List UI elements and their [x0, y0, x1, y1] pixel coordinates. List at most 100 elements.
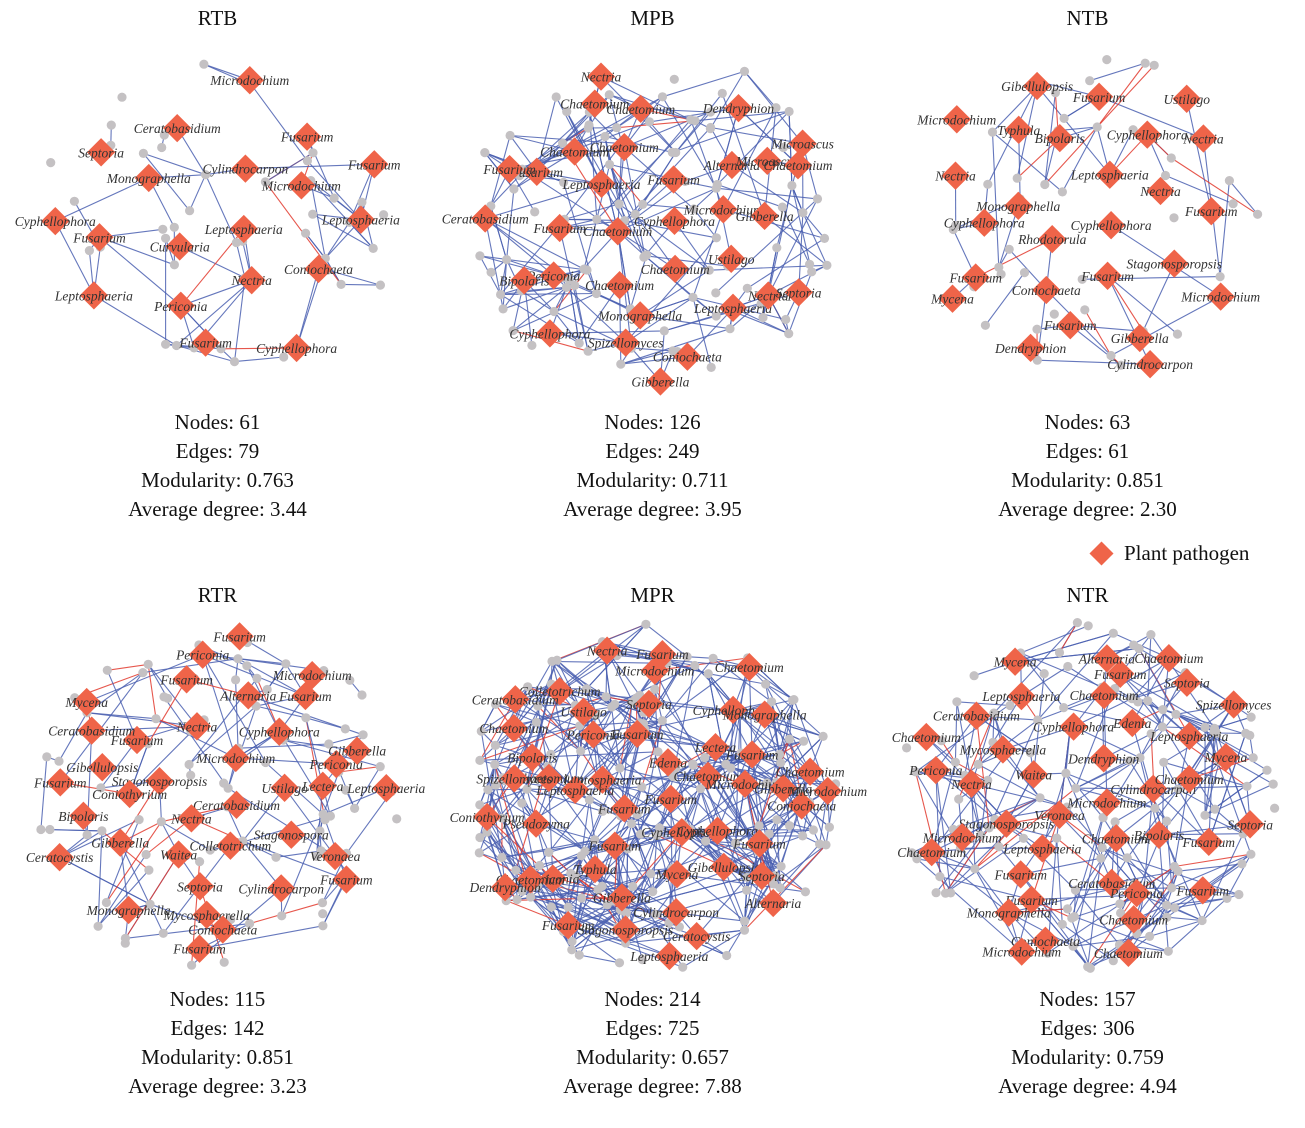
genus-label: Mycosphaerella — [162, 908, 250, 923]
genus-label: Chaetomium — [1094, 946, 1163, 961]
taxon-node — [564, 903, 573, 912]
taxon-node — [318, 921, 327, 930]
taxon-node — [1032, 325, 1041, 334]
genus-label: Coniochaeta — [1012, 283, 1081, 298]
nodes-stat: Nodes: 157 — [870, 985, 1305, 1014]
taxon-node — [1270, 804, 1279, 813]
pathogen-node: Edenia — [1112, 709, 1151, 737]
taxon-node — [1141, 59, 1150, 68]
genus-label: Bipolaris — [507, 750, 557, 765]
genus-label: Microdochium — [272, 668, 352, 683]
taxon-node — [1241, 729, 1250, 738]
taxon-node — [1013, 174, 1022, 183]
taxon-node — [301, 229, 310, 238]
taxon-node — [509, 184, 518, 193]
genus-label: Cyphellophora — [1033, 720, 1114, 735]
pathogen-node: Mycena — [930, 285, 974, 313]
genus-label: Bipolaris — [58, 809, 108, 824]
genus-label: Leptosphaeria — [321, 213, 400, 228]
genus-label: Ceratocystis — [26, 850, 94, 865]
network-stats: Nodes: 126 Edges: 249 Modularity: 0.711 … — [435, 408, 870, 524]
taxon-node — [1058, 920, 1067, 929]
taxon-node — [487, 268, 496, 277]
genus-label: Fusarium — [1093, 667, 1147, 682]
network-stats: Nodes: 115 Edges: 142 Modularity: 0.851 … — [0, 985, 435, 1101]
genus-label: Cyphellophora — [509, 326, 590, 341]
genus-label: Fusarium — [588, 839, 642, 854]
genus-label: Chaetomium — [715, 660, 784, 675]
taxon-node — [805, 260, 814, 269]
genus-label: Coniothyrium — [450, 810, 525, 825]
genus-label: Mycena — [1204, 750, 1248, 765]
taxon-node — [658, 716, 667, 725]
genus-label: Gibberella — [593, 890, 651, 905]
avg-degree-stat: Average degree: 3.23 — [0, 1072, 435, 1101]
panel-title: MPR — [435, 583, 870, 608]
taxon-node — [809, 825, 818, 834]
pathogen-node: Ceratocystis — [26, 843, 94, 871]
pathogen-node: Leptosphaeria — [1070, 161, 1149, 189]
taxon-node — [85, 246, 94, 255]
pathogen-node: Fusarium — [280, 123, 334, 151]
taxon-node — [157, 817, 166, 826]
genus-label: Cyphellophora — [239, 725, 320, 740]
genus-label: Typhula — [997, 123, 1040, 138]
negative-edge — [976, 716, 989, 828]
genus-label: Nectria — [586, 644, 628, 659]
genus-label: Microdochium — [261, 178, 341, 193]
positive-edge — [341, 284, 380, 285]
taxon-node — [357, 690, 366, 699]
genus-label: Ceratobasidium — [472, 692, 559, 707]
taxon-node — [1096, 854, 1105, 863]
positive-edge — [516, 856, 582, 871]
taxon-node — [1129, 641, 1138, 650]
taxon-node — [318, 898, 327, 907]
taxon-node — [121, 934, 130, 943]
genus-label: Monographella — [86, 903, 171, 918]
taxon-node — [496, 290, 505, 299]
genus-label: Nectria — [170, 811, 212, 826]
pathogen-node: Cylindrocarpon — [1107, 350, 1193, 378]
taxon-node — [497, 853, 506, 862]
genus-label: Ustilago — [261, 781, 308, 796]
taxon-node — [530, 207, 539, 216]
taxon-node — [199, 60, 208, 69]
taxon-node — [725, 324, 734, 333]
taxon-node — [704, 669, 713, 678]
taxon-node — [220, 958, 229, 967]
taxon-node — [742, 886, 751, 895]
taxon-node — [1210, 805, 1219, 814]
pathogen-node: Dendryphion — [994, 334, 1066, 362]
taxon-node — [645, 117, 654, 126]
genus-label: Microdochium — [981, 945, 1061, 960]
genus-label: Bipolaris — [1035, 131, 1085, 146]
genus-label: Septoria — [177, 879, 223, 894]
taxon-node — [318, 909, 327, 918]
genus-label: Gibberella — [91, 836, 149, 851]
genus-label: Gibellulopsis — [1001, 79, 1073, 94]
taxon-node — [301, 713, 310, 722]
genus-label: Nectria — [950, 777, 992, 792]
genus-label: Fusarium — [1072, 90, 1126, 105]
pathogen-node: Nectria — [230, 266, 272, 294]
genus-label: Ceratobasidium — [134, 121, 221, 136]
genus-label: Waitea — [160, 848, 197, 863]
taxon-node — [1005, 245, 1014, 254]
taxon-node — [552, 656, 561, 665]
genus-label: Alternaria — [219, 688, 276, 703]
modularity-stat: Modularity: 0.711 — [435, 466, 870, 495]
taxon-node — [1158, 705, 1167, 714]
taxon-node — [277, 911, 286, 920]
taxon-node — [781, 315, 790, 324]
taxon-node — [1237, 859, 1246, 868]
positive-edge — [235, 357, 284, 362]
taxon-node — [784, 329, 793, 338]
taxon-node — [1093, 122, 1102, 131]
taxon-node — [330, 194, 339, 203]
legend: Plant pathogen — [1093, 538, 1249, 568]
taxon-node — [706, 123, 715, 132]
genus-label: Leptosphaeria — [981, 689, 1060, 704]
network-stats: Nodes: 214 Edges: 725 Modularity: 0.657 … — [435, 985, 870, 1101]
